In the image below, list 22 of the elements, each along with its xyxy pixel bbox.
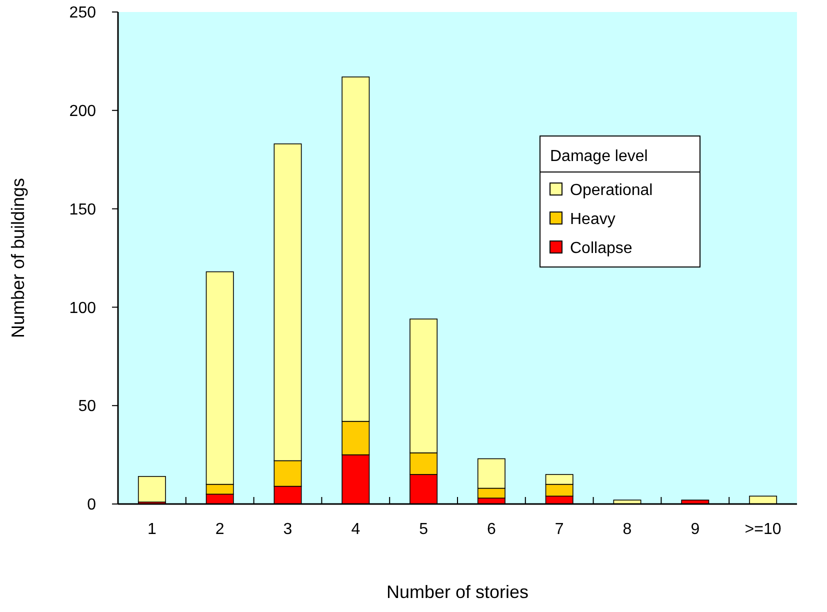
y-tick-label: 100 xyxy=(69,300,96,317)
legend-label: Collapse xyxy=(570,240,632,257)
x-tick-label: 8 xyxy=(622,521,632,538)
y-tick-label: 150 xyxy=(69,201,96,218)
x-tick-label: >=10 xyxy=(744,521,782,538)
y-tick-label: 50 xyxy=(78,398,96,416)
x-tick-label: 9 xyxy=(690,521,700,538)
y-tick-label: 0 xyxy=(87,496,96,514)
legend-label: Heavy xyxy=(570,211,616,228)
y-tick-label: 200 xyxy=(69,103,96,120)
x-tick-label: 4 xyxy=(351,521,360,538)
x-tick-label: 1 xyxy=(147,521,156,538)
y-tick-label: 250 xyxy=(69,4,96,22)
legend-title: Damage level xyxy=(550,148,648,165)
x-tick-label: 3 xyxy=(283,521,292,538)
x-tick-label: 5 xyxy=(419,521,428,538)
y-axis-title: Number of buildings xyxy=(8,178,28,338)
x-tick-label: 6 xyxy=(486,521,496,538)
x-axis-title: Number of stories xyxy=(386,582,529,602)
legend-label: Operational xyxy=(570,182,653,199)
x-tick-label: 2 xyxy=(215,521,224,538)
x-tick-label: 7 xyxy=(554,521,564,538)
